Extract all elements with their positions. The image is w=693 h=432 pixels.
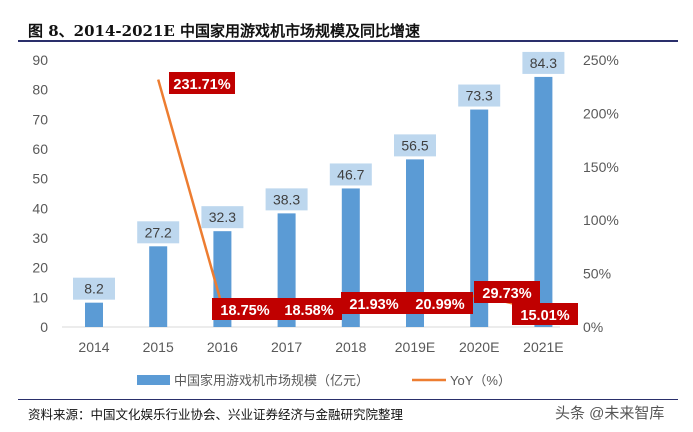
bar-label-bg: [137, 221, 180, 244]
y2-tick-label: 200%: [583, 105, 619, 121]
line-label-bg: [407, 292, 473, 314]
line-data-label: 18.58%: [284, 303, 333, 319]
line-label-bg: [512, 303, 578, 325]
legend-bar-swatch: [137, 375, 170, 385]
y-tick-label: 60: [32, 141, 48, 157]
bar-label-bg: [458, 84, 501, 107]
y-tick-label: 70: [32, 111, 48, 127]
x-tick-label: 2021E: [523, 339, 563, 355]
y-tick-label: 50: [32, 171, 48, 187]
source-note: 资料来源：中国文化娱乐行业协会、兴业证券经济与金融研究院整理: [28, 407, 404, 422]
x-tick-label: 2020E: [459, 339, 499, 355]
line-data-label: 20.99%: [415, 297, 464, 313]
bar-data-label: 27.2: [145, 224, 172, 240]
y-tick-label: 80: [32, 82, 48, 98]
bar: [85, 302, 103, 327]
bar-data-label: 73.3: [466, 88, 493, 104]
title-divider: [18, 40, 678, 42]
line-label-bg: [341, 292, 407, 314]
x-tick-label: 2014: [78, 339, 109, 355]
bar-label-bg: [201, 206, 244, 229]
y2-tick-label: 150%: [583, 159, 619, 175]
y2-tick-label: 50%: [583, 266, 611, 282]
chart-title: 图 8、2014-2021E 中国家用游戏机市场规模及同比增速: [28, 22, 421, 40]
line-data-label: 21.93%: [349, 297, 398, 313]
y2-tick-label: 0%: [583, 319, 603, 335]
line-label-bg: [474, 281, 540, 303]
bar: [406, 159, 424, 327]
x-tick-label: 2016: [207, 339, 238, 355]
y-tick-label: 90: [32, 52, 48, 68]
y-tick-label: 40: [32, 200, 48, 216]
bar: [149, 246, 168, 327]
y-tick-label: 0: [40, 319, 48, 335]
y2-tick-label: 100%: [583, 212, 619, 228]
source-divider: [18, 399, 678, 400]
bar-label-bg: [329, 163, 372, 186]
bar-label-bg: [522, 51, 565, 74]
y-tick-label: 10: [32, 289, 48, 305]
x-tick-label: 2019E: [395, 339, 435, 355]
bar-label-bg: [73, 277, 115, 300]
bar-data-label: 46.7: [337, 166, 364, 182]
line-data-label: 18.75%: [220, 303, 269, 319]
bar-label-bg: [265, 188, 308, 211]
line-data-label: 29.73%: [482, 286, 531, 302]
bar-data-label: 84.3: [530, 55, 557, 71]
watermark: 头条 @未来智库: [555, 405, 665, 422]
bar-label-bg: [394, 134, 436, 157]
bar-data-label: 32.3: [209, 209, 236, 225]
x-tick-label: 2015: [143, 339, 174, 355]
x-tick-label: 2017: [271, 339, 302, 355]
line-label-bg: [276, 298, 342, 320]
bar: [470, 109, 489, 327]
bar-data-label: 56.5: [401, 137, 428, 153]
y2-tick-label: 250%: [583, 52, 619, 68]
bar-data-label: 8.2: [84, 281, 104, 297]
x-tick-label: 2018: [335, 339, 366, 355]
line-label-bg: [212, 298, 278, 320]
legend-bar-label: 中国家用游戏机市场规模（亿元）: [174, 373, 369, 388]
y-tick-label: 20: [32, 260, 48, 276]
line-data-label: 231.71%: [173, 77, 230, 93]
y-tick-label: 30: [32, 230, 48, 246]
line-data-label: 15.01%: [520, 308, 569, 324]
bar: [534, 76, 553, 327]
legend-line-label: YoY（%）: [450, 373, 511, 388]
bar-data-label: 38.3: [273, 191, 300, 207]
line-label-bg: [169, 72, 235, 94]
